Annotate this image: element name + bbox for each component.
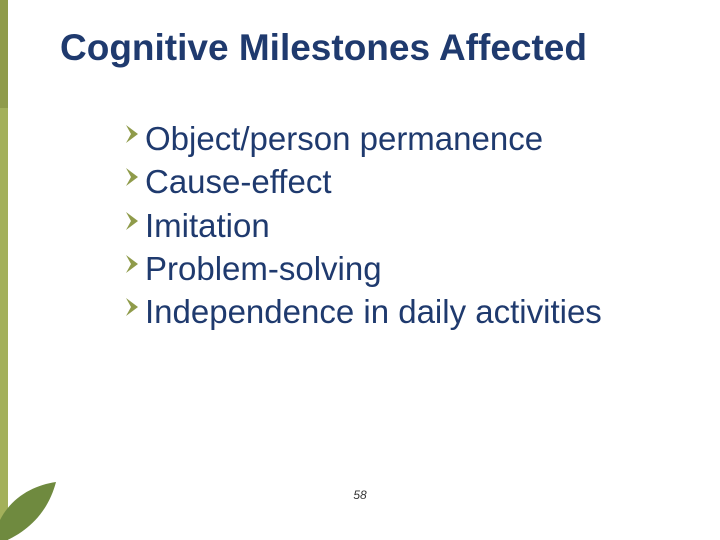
- page-number: 58: [0, 488, 720, 502]
- bullet-text: Problem-solving: [145, 248, 650, 289]
- chevron-right-icon: [125, 124, 143, 150]
- bullet-list: Object/person permanence Cause-effect Im…: [125, 118, 650, 334]
- bullet-item: Imitation: [125, 205, 650, 246]
- bullet-item: Problem-solving: [125, 248, 650, 289]
- bullet-text: Imitation: [145, 205, 650, 246]
- bullet-item: Object/person permanence: [125, 118, 650, 159]
- bullet-item: Independence in daily activities: [125, 291, 650, 332]
- chevron-right-icon: [125, 297, 143, 323]
- bullet-text: Independence in daily activities: [145, 291, 650, 332]
- accent-bar-top: [0, 0, 8, 108]
- slide: Cognitive Milestones Affected Object/per…: [0, 0, 720, 540]
- chevron-right-icon: [125, 211, 143, 237]
- chevron-right-icon: [125, 254, 143, 280]
- bullet-item: Cause-effect: [125, 161, 650, 202]
- slide-title: Cognitive Milestones Affected: [60, 28, 690, 69]
- accent-bar-bottom: [0, 108, 8, 540]
- chevron-right-icon: [125, 167, 143, 193]
- bullet-text: Object/person permanence: [145, 118, 650, 159]
- bullet-text: Cause-effect: [145, 161, 650, 202]
